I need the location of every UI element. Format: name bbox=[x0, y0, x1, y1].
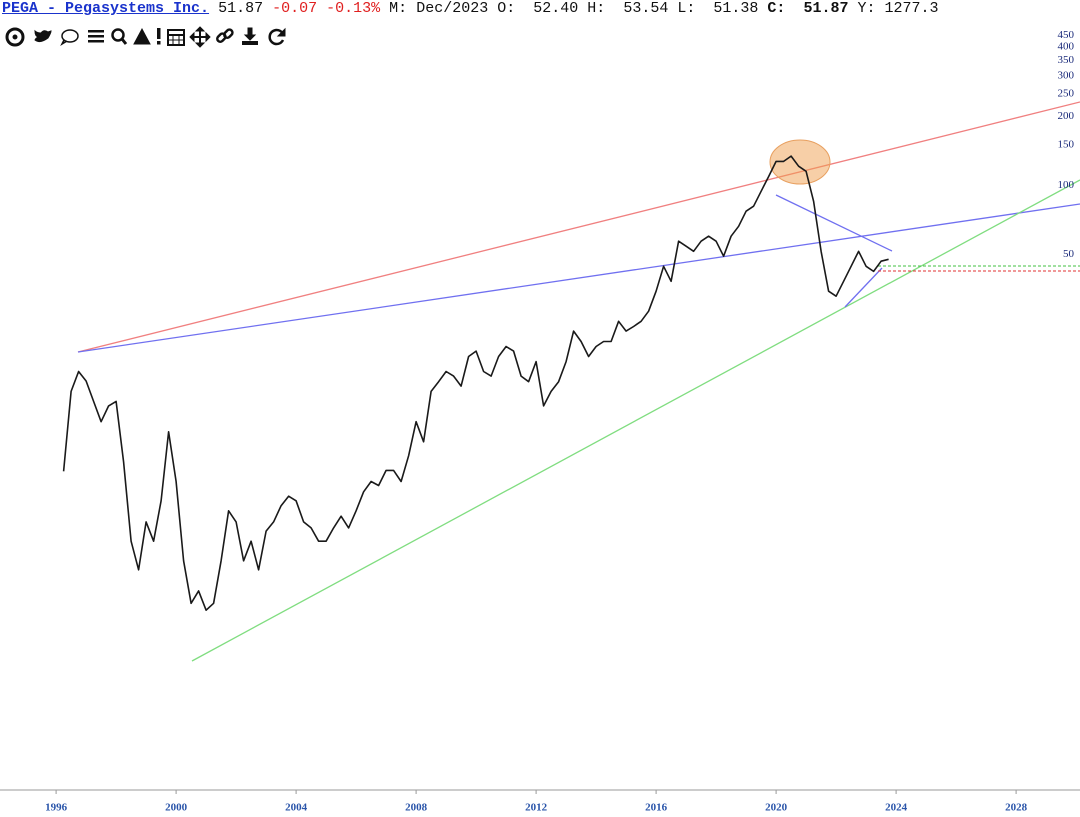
high-label: H: bbox=[587, 0, 606, 17]
trend-line bbox=[77, 203, 1080, 353]
download-button[interactable] bbox=[242, 27, 258, 45]
y-tick-label: 250 bbox=[1058, 88, 1075, 100]
symbol-title[interactable]: PEGA - Pegasystems Inc. bbox=[2, 0, 210, 17]
trend-line bbox=[77, 101, 1080, 353]
trend-line bbox=[844, 267, 883, 308]
twitter-button[interactable] bbox=[34, 29, 52, 43]
x-tick-label: 2024 bbox=[885, 802, 908, 814]
dashboard-button[interactable] bbox=[5, 27, 25, 47]
x-tick-label: 2000 bbox=[165, 802, 188, 814]
x-tick-label: 1996 bbox=[45, 802, 68, 814]
change: -0.07 bbox=[272, 0, 318, 17]
y-tick-label: 450 bbox=[1058, 29, 1075, 41]
period: Dec/2023 bbox=[416, 0, 489, 17]
y-label: Y: bbox=[857, 0, 876, 17]
change-pct: -0.13% bbox=[326, 0, 381, 17]
refresh-button[interactable] bbox=[268, 27, 286, 46]
open: 52.40 bbox=[533, 0, 579, 17]
alert-button[interactable] bbox=[157, 28, 161, 45]
calendar-button[interactable] bbox=[167, 29, 185, 46]
y-tick-label: 400 bbox=[1058, 41, 1075, 53]
x-tick-label: 2020 bbox=[765, 802, 788, 814]
last-price: 51.87 bbox=[218, 0, 264, 17]
trend-line bbox=[775, 194, 893, 252]
list-button[interactable] bbox=[88, 30, 104, 43]
move-button[interactable] bbox=[189, 26, 211, 48]
x-tick-label: 2028 bbox=[1005, 802, 1028, 814]
link-button[interactable] bbox=[216, 28, 234, 43]
period-label: M: bbox=[389, 0, 408, 17]
close: 51.87 bbox=[803, 0, 849, 17]
search-button[interactable] bbox=[111, 28, 128, 45]
y-value: 1277.3 bbox=[884, 0, 939, 17]
price-line bbox=[62, 155, 889, 611]
y-tick-label: 300 bbox=[1058, 69, 1075, 81]
quote-header: PEGA - Pegasystems Inc. 51.87 -0.07 -0.1… bbox=[2, 0, 939, 18]
highlight-circle bbox=[769, 139, 831, 185]
x-tick-label: 2004 bbox=[285, 802, 308, 814]
x-tick-label: 2012 bbox=[525, 802, 548, 814]
x-tick-label: 2016 bbox=[645, 802, 668, 814]
close-label: C: bbox=[767, 0, 786, 17]
triangle-button[interactable] bbox=[133, 27, 151, 45]
y-tick-label: 150 bbox=[1058, 138, 1075, 150]
low-label: L: bbox=[677, 0, 696, 17]
y-tick-label: 350 bbox=[1058, 54, 1075, 66]
toolbar bbox=[5, 26, 286, 48]
open-label: O: bbox=[497, 0, 516, 17]
low: 51.38 bbox=[713, 0, 759, 17]
comment-button[interactable] bbox=[60, 29, 79, 46]
trend-line bbox=[191, 179, 1080, 662]
x-tick-label: 2008 bbox=[405, 802, 428, 814]
y-tick-label: 50 bbox=[1063, 248, 1075, 260]
high: 53.54 bbox=[623, 0, 669, 17]
y-tick-label: 200 bbox=[1058, 110, 1075, 122]
y-tick-label: 100 bbox=[1058, 179, 1075, 191]
